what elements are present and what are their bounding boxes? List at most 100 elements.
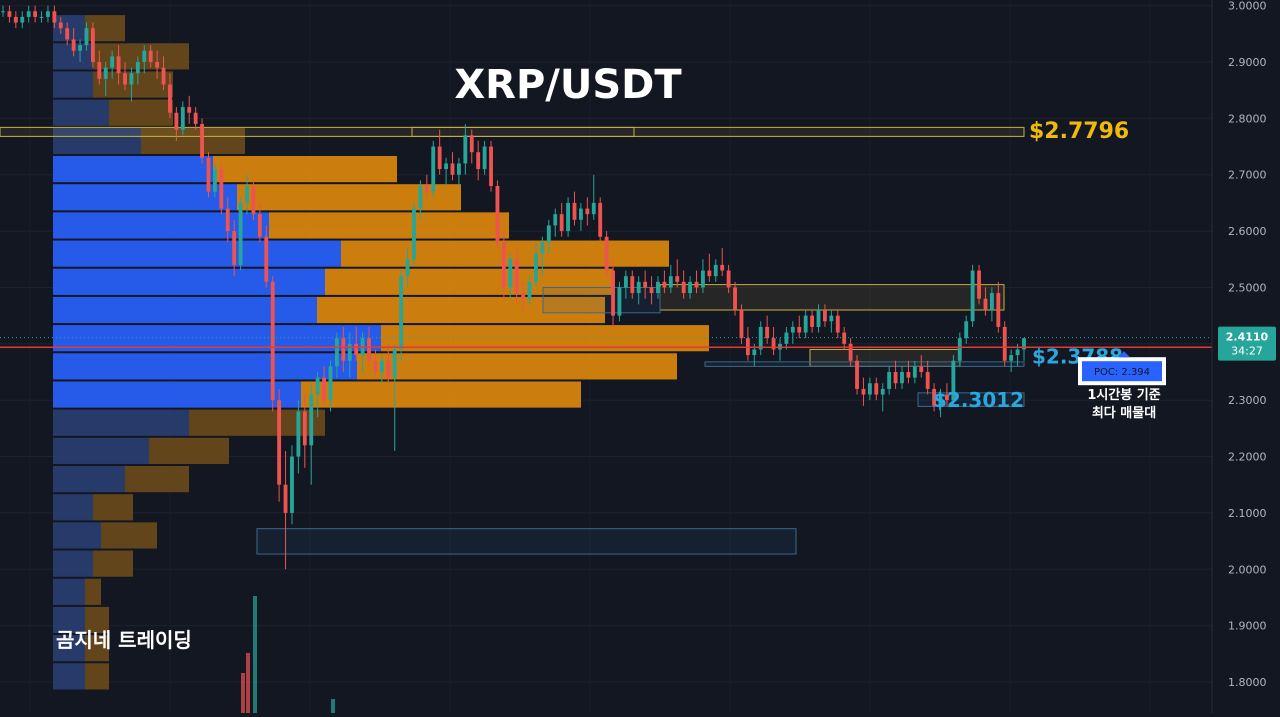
- candle-body: [521, 293, 526, 299]
- candle-body: [392, 349, 397, 378]
- price-tick-label: 2.8000: [1228, 112, 1267, 125]
- candle-body: [810, 315, 815, 327]
- candle-body: [412, 208, 416, 260]
- candle-body: [103, 67, 108, 79]
- candle-body: [450, 163, 455, 175]
- candle-body: [46, 11, 50, 17]
- candle-body: [675, 276, 680, 282]
- candle-body: [168, 84, 172, 113]
- current-price-value: 2.4110: [1226, 331, 1269, 344]
- poc-box: [1082, 361, 1162, 382]
- candle-body: [617, 287, 622, 316]
- candle-body: [13, 16, 18, 23]
- profile-row-up: [53, 606, 85, 634]
- candle-body: [148, 50, 153, 62]
- candle-body: [142, 50, 147, 62]
- price-tick-label: 2.0000: [1228, 563, 1267, 576]
- profile-row-up: [53, 522, 101, 549]
- candle-body: [501, 242, 506, 288]
- candle-body: [341, 338, 346, 361]
- profile-row-up: [53, 184, 237, 211]
- profile-row-up: [53, 71, 93, 98]
- profile-row-down: [93, 550, 133, 577]
- price-tick-label: 2.6000: [1228, 225, 1267, 238]
- candle-body: [347, 343, 352, 361]
- candle-body: [373, 360, 378, 372]
- profile-row-down: [101, 522, 157, 549]
- candle-body: [630, 276, 635, 294]
- current-price-badge[interactable]: [1218, 326, 1276, 361]
- volume-bar: [331, 699, 335, 713]
- candle-body: [829, 315, 834, 322]
- price-tick-label: 2.5000: [1228, 281, 1267, 294]
- price-lines: [0, 337, 1212, 348]
- candle-body: [784, 332, 789, 344]
- candle-body: [367, 338, 371, 361]
- price-tick-label: 2.2000: [1228, 451, 1267, 464]
- candle-body: [855, 360, 859, 389]
- price-axis[interactable]: 3.00002.90002.80002.70002.60002.50002.40…: [1211, 0, 1280, 713]
- candle-body: [283, 484, 288, 513]
- candle-body: [765, 326, 770, 339]
- price-tick-label: 2.1000: [1228, 507, 1267, 520]
- candle-body: [977, 270, 981, 299]
- candle-body: [861, 388, 866, 395]
- candle-body: [405, 259, 410, 277]
- resistance-zone: [0, 126, 1025, 137]
- candle-body: [116, 56, 121, 74]
- candle-body: [668, 276, 673, 288]
- candle-body: [983, 298, 988, 310]
- candle-body: [212, 169, 217, 192]
- candle-body: [900, 372, 904, 384]
- candle-body: [290, 456, 294, 513]
- candle-body: [945, 394, 949, 401]
- candle-body: [636, 281, 641, 294]
- candle-body: [65, 28, 70, 40]
- profile-row-down: [149, 437, 229, 464]
- volume-bar: [246, 653, 250, 713]
- candle-body: [771, 338, 776, 350]
- candle-body: [418, 186, 423, 209]
- candle-body: [835, 315, 840, 333]
- profile-row-down: [237, 184, 461, 211]
- candle-body: [469, 135, 474, 153]
- candle-body: [546, 225, 551, 243]
- candle-body: [932, 388, 937, 406]
- candle-body: [78, 45, 82, 51]
- candle-body: [495, 186, 500, 243]
- profile-row-up: [53, 381, 301, 408]
- candle-body: [726, 270, 731, 288]
- support-zone: [256, 528, 797, 555]
- poc-label: POC: 2.394: [1094, 367, 1150, 378]
- price-tick-label: 1.9000: [1228, 620, 1267, 633]
- candle-body: [797, 326, 802, 333]
- support-zone: [917, 392, 1025, 407]
- candle-body: [803, 315, 808, 333]
- candle-body: [110, 56, 115, 68]
- candle-body: [456, 163, 461, 175]
- candle-body: [251, 186, 256, 215]
- watermark: 곰지네 트레이딩: [56, 628, 192, 652]
- candle-body: [180, 107, 185, 130]
- candle-body: [277, 400, 282, 485]
- profile-row-up: [53, 494, 93, 521]
- candle-body: [816, 310, 821, 327]
- candle-body: [354, 343, 359, 356]
- profile-row-up: [53, 578, 85, 605]
- candle-body: [296, 411, 301, 457]
- candle-body: [752, 349, 757, 356]
- candle-body: [264, 236, 269, 282]
- candle-body: [193, 112, 198, 124]
- candle-body: [694, 281, 699, 288]
- candle-body: [315, 377, 320, 395]
- profile-row-up: [53, 635, 85, 662]
- candle-body: [200, 124, 204, 158]
- candle-body: [964, 321, 969, 339]
- chart-title: XRP/USDT: [454, 62, 682, 108]
- level-label: $2.7796: [1029, 119, 1129, 144]
- candle-body: [463, 135, 468, 164]
- candle-body: [161, 67, 166, 85]
- candle-body: [155, 62, 160, 68]
- timeframe-note: 1시간봉 기준: [1087, 387, 1160, 403]
- candle-body: [206, 157, 211, 192]
